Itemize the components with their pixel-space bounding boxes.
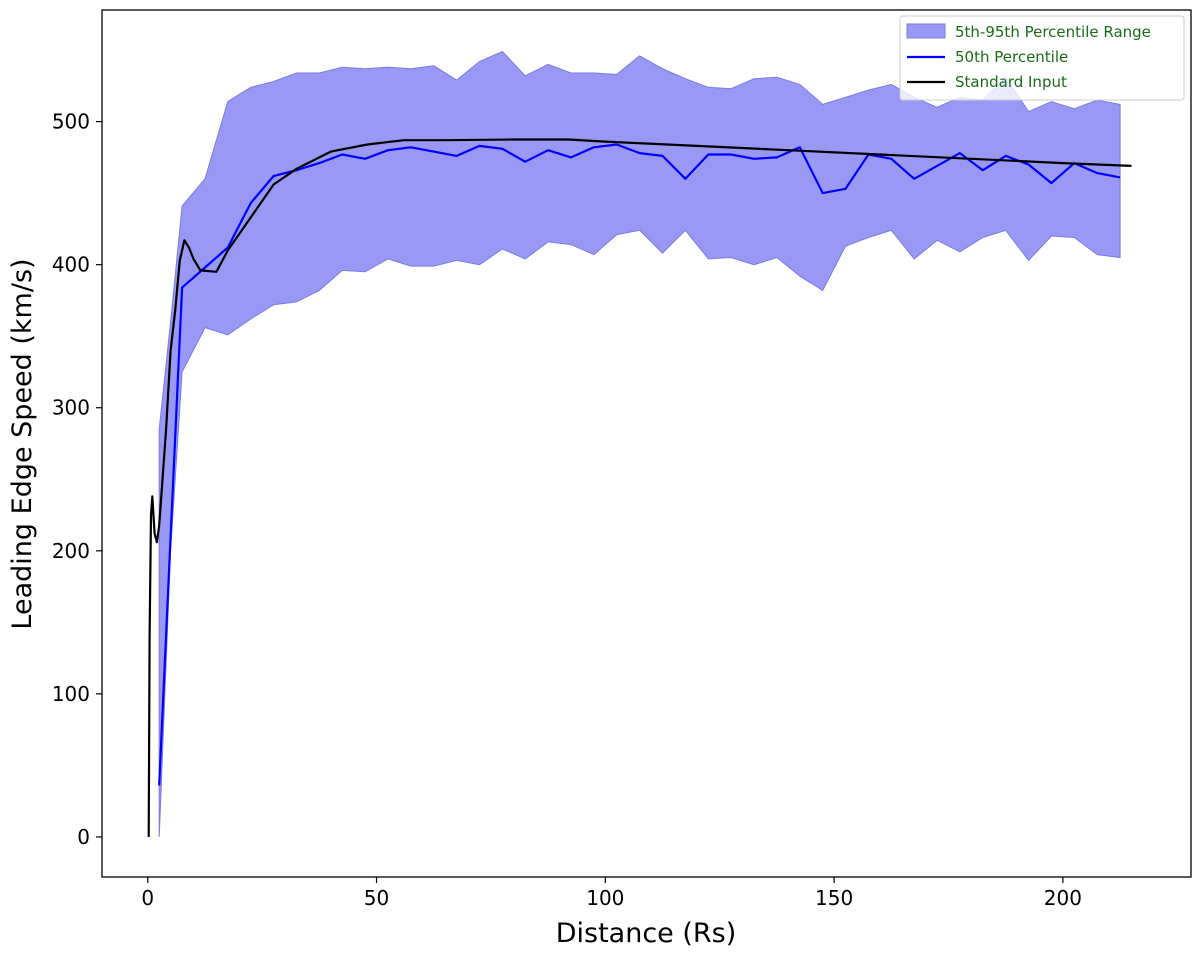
legend-standard-label: Standard Input bbox=[955, 73, 1067, 91]
median-line bbox=[158, 143, 1121, 786]
plot-frame bbox=[101, 9, 1192, 878]
series-lines bbox=[147, 138, 1132, 837]
legend-median-label: 50th Percentile bbox=[955, 48, 1068, 66]
x-axis-ticks: 0 50 100 150 200 bbox=[141, 877, 1082, 910]
y-axis-title: Leading Edge Speed (km/s) bbox=[7, 258, 38, 629]
legend: 5th-95th Percentile Range 50th Percentil… bbox=[899, 15, 1185, 101]
y-tick-label: 300 bbox=[52, 396, 90, 420]
x-axis-title: Distance (Rs) bbox=[556, 918, 737, 949]
x-tick-label: 0 bbox=[141, 886, 154, 910]
x-tick-label: 200 bbox=[1044, 886, 1082, 910]
y-tick-label: 500 bbox=[52, 110, 90, 134]
legend-band-label: 5th-95th Percentile Range bbox=[955, 23, 1151, 41]
band-area bbox=[158, 50, 1121, 837]
x-tick-label: 150 bbox=[815, 886, 853, 910]
y-axis-ticks: 0 100 200 300 400 500 bbox=[52, 110, 102, 849]
y-tick-label: 0 bbox=[77, 825, 90, 849]
y-tick-label: 100 bbox=[52, 682, 90, 706]
standard-input-line bbox=[147, 138, 1132, 837]
x-tick-label: 50 bbox=[364, 886, 389, 910]
percentile-band bbox=[158, 50, 1121, 837]
y-tick-label: 400 bbox=[52, 253, 90, 277]
y-tick-label: 200 bbox=[52, 539, 90, 563]
x-tick-label: 100 bbox=[586, 886, 624, 910]
legend-band-swatch bbox=[906, 23, 946, 39]
legend-box bbox=[899, 15, 1185, 101]
